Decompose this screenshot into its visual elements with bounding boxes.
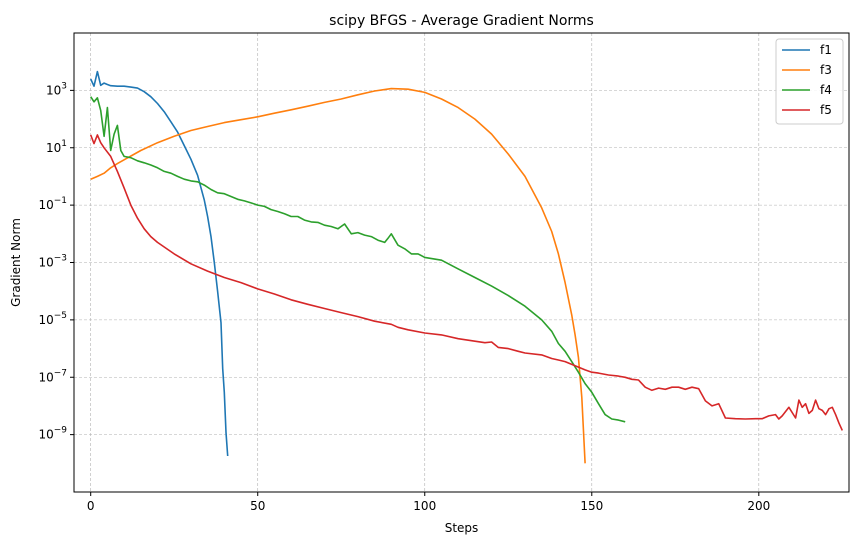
legend-frame xyxy=(775,38,844,125)
y-tick-label-exponent: −3 xyxy=(54,254,67,264)
y-axis-label: Gradient Norm xyxy=(9,218,23,307)
y-tick-label-base: 10 xyxy=(38,198,53,212)
y-tick-label-exponent: −9 xyxy=(54,426,68,436)
y-tick-label-base: 10 xyxy=(38,428,53,442)
y-tick-label: 10−7 xyxy=(38,368,67,384)
x-tick-label: 0 xyxy=(87,499,95,513)
series-line-f1 xyxy=(89,70,229,457)
legend-label-f5: f5 xyxy=(820,103,832,117)
y-tick-label-exponent: −5 xyxy=(54,311,67,321)
y-tick-label: 10−5 xyxy=(38,311,67,327)
y-tick-label: 10−3 xyxy=(38,254,67,270)
series-layer xyxy=(89,70,844,464)
y-tick-label-base: 10 xyxy=(38,256,53,270)
legend: f1 f3 f4 f5 xyxy=(775,38,844,125)
y-tick-label-base: 10 xyxy=(46,83,61,97)
series-line-f5 xyxy=(89,134,844,431)
x-tick-label: 150 xyxy=(580,499,603,513)
x-tick-label: 50 xyxy=(250,499,265,513)
legend-label-f3: f3 xyxy=(820,63,832,77)
series-line-f3 xyxy=(90,87,586,464)
chart-title: scipy BFGS - Average Gradient Norms xyxy=(329,13,594,29)
y-tick-label-exponent: −7 xyxy=(54,368,67,378)
y-tick-label: 103 xyxy=(46,81,67,97)
y-tick-label-base: 10 xyxy=(38,370,53,384)
series-line-f4 xyxy=(90,96,626,423)
x-axis-label: Steps xyxy=(445,521,479,535)
x-tick-label: 200 xyxy=(747,499,770,513)
y-tick-label-exponent: 1 xyxy=(61,139,67,149)
legend-label-f4: f4 xyxy=(820,83,832,97)
y-tick-label-base: 10 xyxy=(46,141,61,155)
y-tick-label-base: 10 xyxy=(38,313,53,327)
grid xyxy=(74,33,849,492)
y-tick-label: 10−1 xyxy=(38,196,67,212)
legend-label-f1: f1 xyxy=(820,43,832,57)
x-axis-ticks: 0 50 100 150 200 xyxy=(87,492,770,513)
y-tick-label: 10−9 xyxy=(38,426,67,442)
y-tick-label-exponent: −1 xyxy=(54,196,67,206)
x-tick-label: 100 xyxy=(413,499,436,513)
y-tick-label: 101 xyxy=(46,139,67,155)
y-tick-label-exponent: 3 xyxy=(61,81,67,91)
